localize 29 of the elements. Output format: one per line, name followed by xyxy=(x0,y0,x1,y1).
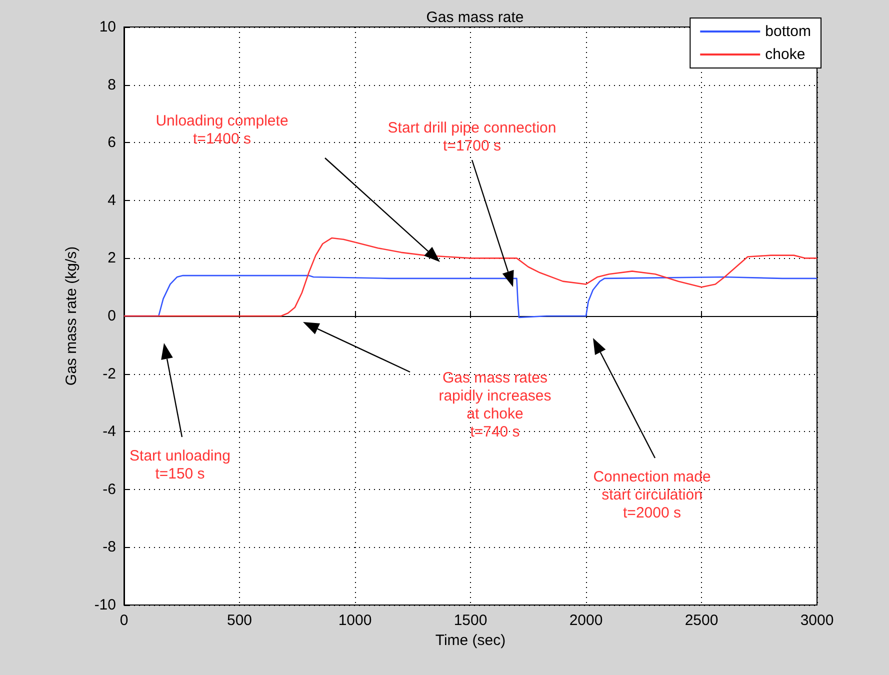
y-tick-label: 8 xyxy=(108,76,116,94)
x-tick-label: 3000 xyxy=(800,612,834,629)
legend-label: choke xyxy=(765,46,806,63)
y-tick-label: -4 xyxy=(102,423,116,440)
annotation: Gas mass rates rapidly increases at choke t=740 s xyxy=(438,370,552,440)
y-tick-label: -8 xyxy=(102,538,116,556)
line-series xyxy=(123,237,818,317)
chart-title: Gas mass rate xyxy=(426,9,524,26)
x-tick-label: 500 xyxy=(226,612,252,629)
annotation: Start drill pipe connection t=1700 s xyxy=(388,120,556,154)
y-tick-label: 0 xyxy=(108,308,116,324)
annotation: Start unloading t=150 s xyxy=(130,448,230,482)
x-tick-label: 2500 xyxy=(684,612,718,629)
legend-label: bottom xyxy=(765,23,812,40)
x-tick-label: 1500 xyxy=(454,612,488,629)
x-tick-label: 0 xyxy=(120,612,128,629)
x-axis-title: Time (sec) xyxy=(435,632,506,649)
x-tick-label: 2000 xyxy=(569,612,603,629)
annotation: Connection made start circulation t=2000 s xyxy=(593,468,711,522)
y-tick-label: -2 xyxy=(102,365,116,382)
y-tick-label: 4 xyxy=(108,192,116,209)
y-tick-label: -6 xyxy=(102,480,116,498)
y-tick-label: -10 xyxy=(94,596,116,614)
y-tick-label: 10 xyxy=(99,18,116,36)
y-tick-label: 6 xyxy=(108,134,116,152)
annotation: Unloading complete t=1400 s xyxy=(156,112,288,148)
y-tick-label: 2 xyxy=(108,250,116,267)
y-axis-title: Gas mass rate (kg/s) xyxy=(63,246,80,386)
x-tick-label: 1000 xyxy=(338,612,372,629)
